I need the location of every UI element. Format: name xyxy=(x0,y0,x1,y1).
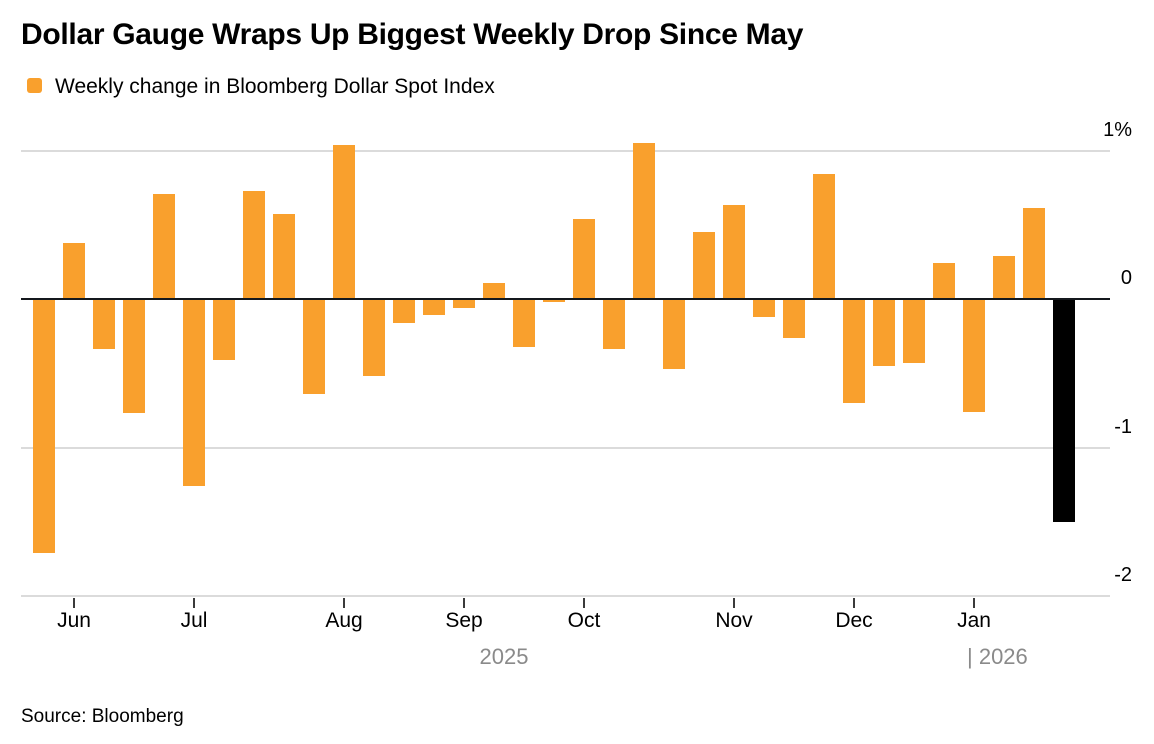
bar-week xyxy=(663,299,685,369)
bar-week xyxy=(513,299,535,347)
x-axis-label-Jun: Jun xyxy=(57,609,91,632)
bar-week xyxy=(183,299,205,487)
bar-week xyxy=(423,299,445,316)
legend-label: Weekly change in Bloomberg Dollar Spot I… xyxy=(55,75,495,98)
x-axis-label-Jan: Jan xyxy=(957,609,991,632)
bar-week xyxy=(873,299,895,366)
gridline--2 xyxy=(21,595,1110,597)
bar-week xyxy=(93,299,115,350)
bar-week xyxy=(783,299,805,338)
bar-week xyxy=(813,174,835,299)
bar-highlight-week xyxy=(1053,299,1075,522)
bar-week xyxy=(573,218,595,299)
bar-week xyxy=(63,242,85,299)
bar-week xyxy=(693,232,715,299)
gridline-0 xyxy=(21,298,1110,300)
x-axis-tick-Dec xyxy=(853,598,855,608)
bar-week xyxy=(273,214,295,299)
x-axis-label-Oct: Oct xyxy=(567,609,601,632)
bar-week xyxy=(393,299,415,323)
bar-week xyxy=(903,299,925,363)
x-axis-tick-Nov xyxy=(733,598,735,608)
bar-week xyxy=(453,299,475,308)
bar-week xyxy=(153,193,175,299)
bar-week xyxy=(963,299,985,412)
x-axis-tick-Sep xyxy=(463,598,465,608)
chart-title: Dollar Gauge Wraps Up Biggest Weekly Dro… xyxy=(21,18,804,51)
x-axis-label-Sep: Sep xyxy=(445,609,483,632)
y-axis-label: 1% xyxy=(1103,118,1132,141)
gridline--1 xyxy=(21,446,1110,449)
x-axis-tick-Oct xyxy=(583,598,585,608)
x-axis-tick-Jun xyxy=(73,598,75,608)
bar-week xyxy=(483,282,505,299)
x-axis-label-Dec: Dec xyxy=(835,609,873,632)
x-axis-tick-Jan xyxy=(973,598,975,608)
x-axis-label-Nov: Nov xyxy=(715,609,753,632)
bar-week xyxy=(243,190,265,299)
year-label-2025: 2025 xyxy=(479,644,529,669)
x-axis-label-Aug: Aug xyxy=(325,609,363,632)
bar-week xyxy=(363,299,385,377)
bar-week xyxy=(333,144,355,299)
bar-week xyxy=(603,299,625,350)
x-axis-tick-Jul xyxy=(193,598,195,608)
bar-week xyxy=(543,299,565,302)
year-label-2026: | 2026 xyxy=(967,644,1028,669)
bar-week xyxy=(303,299,325,395)
bar-week xyxy=(933,263,955,299)
bar-week xyxy=(723,205,745,299)
bar-week xyxy=(123,299,145,414)
source-credit: Source: Bloomberg xyxy=(21,706,184,727)
bar-week xyxy=(213,299,235,360)
bar-week xyxy=(843,299,865,403)
bar-week xyxy=(1023,208,1045,299)
y-axis-label: 0 xyxy=(1120,267,1132,289)
bar-week xyxy=(33,299,55,553)
bar-week xyxy=(633,143,655,299)
y-axis-label: -2 xyxy=(1114,564,1132,586)
gridline-1% xyxy=(21,149,1110,152)
x-axis-tick-Aug xyxy=(343,598,345,608)
legend-swatch-icon xyxy=(27,78,42,93)
bar-week xyxy=(753,299,775,317)
x-axis-label-Jul: Jul xyxy=(180,609,208,632)
bar-week xyxy=(993,255,1015,299)
y-axis-label: -1 xyxy=(1114,415,1132,438)
